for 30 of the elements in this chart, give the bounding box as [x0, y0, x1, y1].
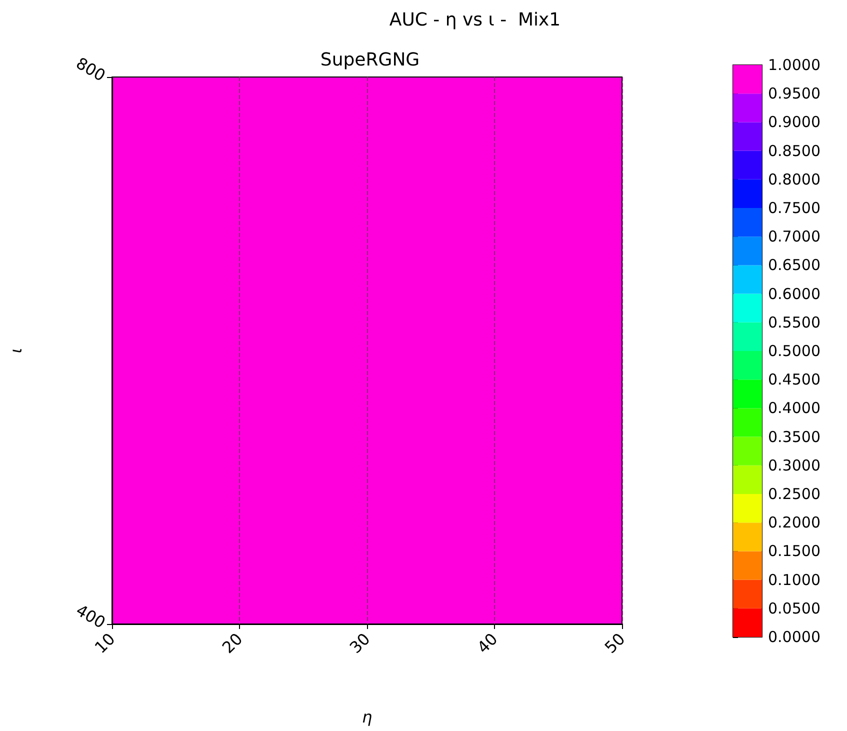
color-bar-label: 1.0000: [768, 56, 820, 74]
x-axis-title: η: [362, 708, 372, 726]
color-bar-label: 0.1500: [768, 542, 820, 560]
color-bar-label: 0.7500: [768, 199, 820, 217]
color-bar-label: 0.9500: [768, 84, 820, 103]
color-bar-label: 0.8500: [768, 142, 820, 160]
color-bar-label: 0.6000: [768, 284, 820, 303]
x-tick-label: 20: [218, 629, 246, 658]
color-bar-label: 0.4000: [768, 399, 820, 418]
color-bar-label: 0.3500: [768, 428, 820, 446]
color-bar-label: 0.9000: [768, 113, 820, 132]
chart-title: AUC - η vs ι - Mix1: [389, 10, 561, 30]
color-bar-label: 0.5000: [768, 342, 820, 360]
y-axis-title: ι: [6, 348, 26, 354]
color-bar-label: 0.0500: [768, 599, 820, 618]
x-tick-label: 40: [473, 629, 502, 658]
y-tick-label: 800: [72, 54, 109, 86]
color-bar-label: 0.7000: [768, 228, 820, 246]
color-bar-label: 0.4500: [768, 370, 820, 389]
x-tick-label: 50: [600, 629, 629, 658]
x-tick-label: 30: [346, 629, 374, 658]
color-bar-label: 0.5500: [768, 313, 820, 332]
color-bar-label: 0.8000: [768, 170, 820, 188]
color-bar-label: 0.1000: [768, 570, 820, 589]
chart-subtitle: SupeRGNG: [320, 50, 420, 70]
color-bar-label: 0.2000: [768, 514, 820, 532]
color-bar-label: 0.0000: [768, 628, 820, 646]
color-bar-label: 0.2500: [768, 485, 820, 503]
color-bar-label: 0.3000: [768, 456, 820, 474]
color-bar-label: 0.6500: [768, 256, 820, 274]
